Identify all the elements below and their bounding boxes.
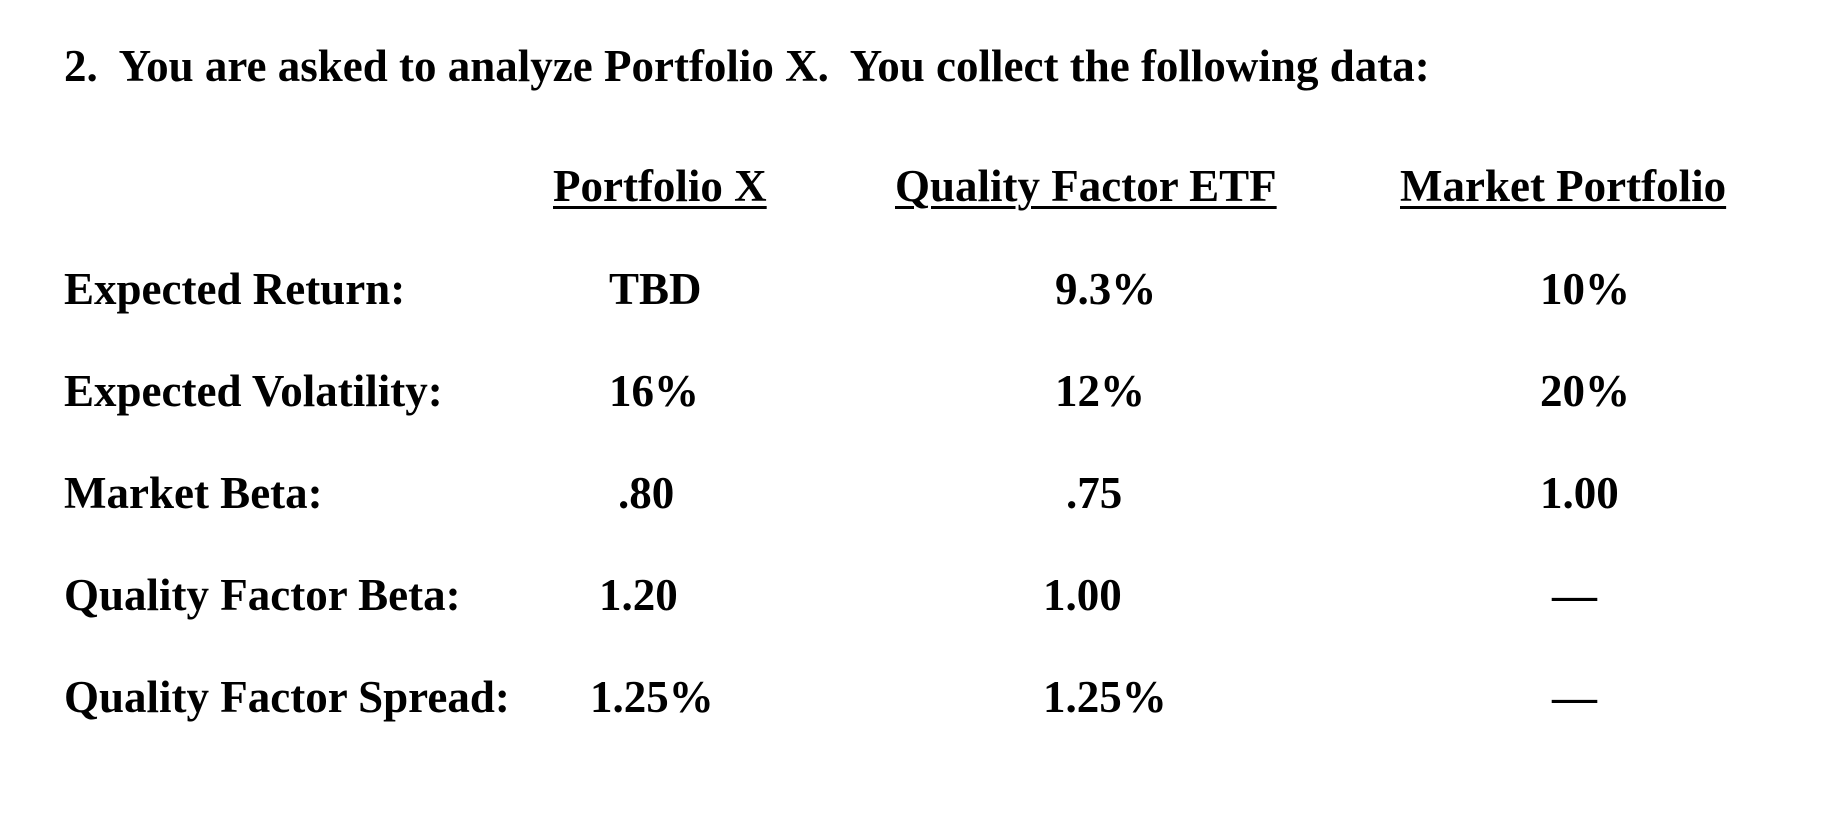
cell-expected-volatility-quality-etf: 12% bbox=[1055, 366, 1145, 416]
cell-expected-volatility-portfolio-x: 16% bbox=[609, 366, 699, 416]
cell-quality-factor-beta-market: — bbox=[1552, 570, 1597, 620]
row-label-quality-factor-beta: Quality Factor Beta: bbox=[64, 570, 461, 620]
cell-quality-factor-spread-market: — bbox=[1552, 672, 1597, 722]
cell-quality-factor-spread-portfolio-x: 1.25% bbox=[590, 672, 714, 722]
column-header-market-portfolio: Market Portfolio bbox=[1400, 161, 1727, 211]
column-header-portfolio-x: Portfolio X bbox=[553, 161, 767, 211]
cell-quality-factor-beta-portfolio-x: 1.20 bbox=[599, 570, 678, 620]
row-label-market-beta: Market Beta: bbox=[64, 468, 323, 518]
row-label-expected-return: Expected Return: bbox=[64, 264, 406, 314]
question-text: 2. You are asked to analyze Portfolio X.… bbox=[64, 41, 1430, 91]
cell-expected-return-portfolio-x: TBD bbox=[609, 264, 702, 314]
cell-market-beta-portfolio-x: .80 bbox=[618, 468, 675, 518]
cell-expected-volatility-market: 20% bbox=[1540, 366, 1630, 416]
cell-market-beta-quality-etf: .75 bbox=[1066, 468, 1123, 518]
cell-quality-factor-spread-quality-etf: 1.25% bbox=[1043, 672, 1167, 722]
cell-market-beta-market: 1.00 bbox=[1540, 468, 1619, 518]
column-header-quality-factor-etf: Quality Factor ETF bbox=[895, 161, 1277, 211]
cell-quality-factor-beta-quality-etf: 1.00 bbox=[1043, 570, 1122, 620]
row-label-quality-factor-spread: Quality Factor Spread: bbox=[64, 672, 510, 722]
cell-expected-return-market: 10% bbox=[1540, 264, 1630, 314]
row-label-expected-volatility: Expected Volatility: bbox=[64, 366, 443, 416]
cell-expected-return-quality-etf: 9.3% bbox=[1055, 264, 1157, 314]
